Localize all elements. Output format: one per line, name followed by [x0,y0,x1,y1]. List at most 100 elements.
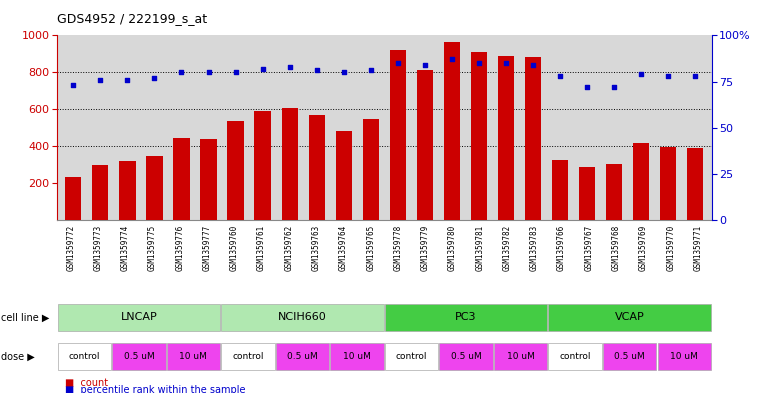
Text: GSM1359761: GSM1359761 [257,225,266,271]
Text: GSM1359766: GSM1359766 [557,225,566,271]
Text: GSM1359781: GSM1359781 [476,225,484,271]
Text: control: control [396,352,428,361]
Bar [65,177,81,220]
Bar [606,164,622,220]
Text: 10 uM: 10 uM [507,352,534,361]
Bar [579,167,595,220]
Point [338,69,350,75]
Text: GSM1359782: GSM1359782 [502,225,511,271]
Bar [146,156,163,220]
Point [500,60,512,66]
Text: 0.5 uM: 0.5 uM [287,352,318,361]
Point [473,60,485,66]
Point [230,69,242,75]
Bar [471,52,487,220]
Text: GSM1359779: GSM1359779 [421,225,430,271]
Text: 10 uM: 10 uM [670,352,698,361]
Bar [660,147,677,220]
Text: GSM1359765: GSM1359765 [366,225,375,271]
Bar [525,57,541,220]
Text: GSM1359767: GSM1359767 [584,225,594,271]
Text: GSM1359762: GSM1359762 [285,225,293,271]
Bar [498,56,514,220]
Text: GSM1359771: GSM1359771 [693,225,702,271]
Point [175,69,187,75]
Bar [308,115,325,220]
Text: 0.5 uM: 0.5 uM [123,352,154,361]
Point [94,77,107,83]
Text: cell line ▶: cell line ▶ [1,312,49,322]
Text: GSM1359763: GSM1359763 [312,225,320,271]
Text: GSM1359780: GSM1359780 [448,225,457,271]
Text: ■  percentile rank within the sample: ■ percentile rank within the sample [65,385,245,393]
Point [689,73,702,79]
Point [635,71,648,77]
Bar [552,160,568,220]
Text: GSM1359778: GSM1359778 [393,225,403,271]
Bar [254,111,271,220]
Bar [494,343,547,370]
Text: GSM1359776: GSM1359776 [175,225,184,271]
Bar [633,143,649,220]
Bar [119,161,135,220]
Bar [275,343,330,370]
Bar [363,119,379,220]
Text: GSM1359760: GSM1359760 [230,225,239,271]
Bar [167,343,220,370]
Point [256,66,269,72]
Text: control: control [559,352,591,361]
Text: GSM1359783: GSM1359783 [530,225,539,271]
Bar [58,304,220,331]
Bar [228,121,244,220]
Bar [549,343,602,370]
Point [148,75,161,81]
Point [662,73,674,79]
Text: control: control [68,352,100,361]
Point [392,60,404,66]
Bar [330,343,384,370]
Text: GSM1359764: GSM1359764 [339,225,348,271]
Point [581,84,594,90]
Text: ■  count: ■ count [65,378,108,388]
Point [202,69,215,75]
Bar [439,343,493,370]
Bar [385,304,547,331]
Point [419,62,431,68]
Text: dose ▶: dose ▶ [1,352,34,362]
Text: GSM1359775: GSM1359775 [148,225,157,271]
Point [67,82,79,88]
Text: GSM1359769: GSM1359769 [639,225,648,271]
Point [608,84,620,90]
Point [554,73,566,79]
Bar [444,42,460,220]
Point [310,67,323,73]
Bar [221,304,384,331]
Bar [200,139,217,220]
Text: NCIH660: NCIH660 [278,312,327,322]
Bar [92,165,109,220]
Bar [385,343,438,370]
Bar [603,343,657,370]
Text: GSM1359768: GSM1359768 [612,225,620,271]
Bar [174,138,189,220]
Point [446,56,458,62]
Text: 0.5 uM: 0.5 uM [614,352,645,361]
Bar [282,108,298,220]
Bar [112,343,166,370]
Text: GSM1359774: GSM1359774 [121,225,129,271]
Text: VCAP: VCAP [615,312,645,322]
Bar [687,148,703,220]
Text: GSM1359777: GSM1359777 [202,225,212,271]
Bar [221,343,275,370]
Text: LNCAP: LNCAP [120,312,158,322]
Bar [658,343,711,370]
Point [121,77,133,83]
Text: control: control [232,352,264,361]
Text: GSM1359770: GSM1359770 [666,225,675,271]
Bar [417,70,433,220]
Text: GSM1359772: GSM1359772 [66,225,75,271]
Text: PC3: PC3 [455,312,477,322]
Text: 0.5 uM: 0.5 uM [451,352,482,361]
Point [284,64,296,70]
Text: GSM1359773: GSM1359773 [94,225,103,271]
